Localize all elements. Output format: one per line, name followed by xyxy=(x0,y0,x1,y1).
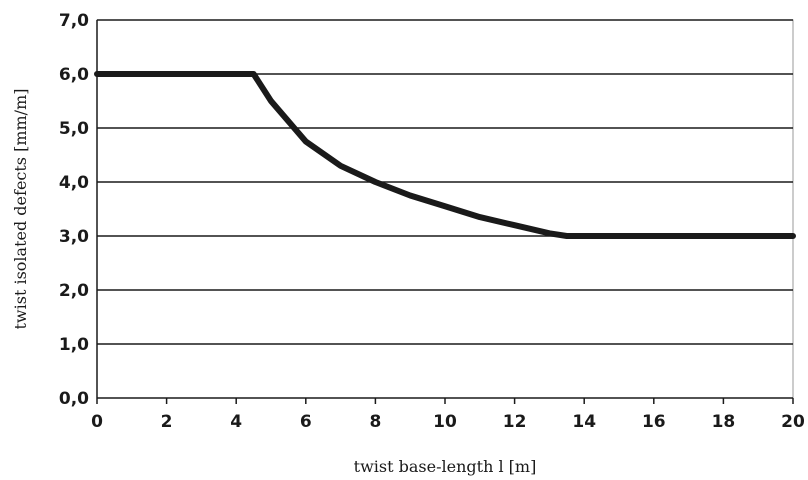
y-tick-label: 3,0 xyxy=(59,227,89,247)
y-tick-label: 6,0 xyxy=(59,65,89,85)
axes xyxy=(96,20,794,404)
y-tick-label: 0,0 xyxy=(59,389,89,409)
gridlines xyxy=(97,19,793,345)
y-tick-label: 5,0 xyxy=(59,119,89,139)
x-tick-labels: 0 2 4 6 8 10 12 14 16 18 20 xyxy=(91,412,805,432)
y-tick-label: 1,0 xyxy=(59,335,89,355)
y-tick-labels: 0,0 1,0 2,0 3,0 4,0 5,0 6,0 7,0 xyxy=(59,11,89,409)
y-tick-label: 4,0 xyxy=(59,173,89,193)
x-tick-label: 14 xyxy=(572,412,596,432)
x-tick-label: 2 xyxy=(161,412,173,432)
y-tick-label: 2,0 xyxy=(59,281,89,301)
y-tick-label: 7,0 xyxy=(59,11,89,31)
y-axis-title: twist isolated defects [mm/m] xyxy=(11,89,30,330)
x-tick-label: 4 xyxy=(230,412,242,432)
x-tick-label: 12 xyxy=(503,412,527,432)
x-tick-label: 10 xyxy=(433,412,457,432)
x-tick-label: 20 xyxy=(781,412,805,432)
series-line xyxy=(94,71,796,239)
series-group xyxy=(94,71,796,239)
x-tick-label: 0 xyxy=(91,412,103,432)
x-axis-title: twist base-length l [m] xyxy=(354,457,537,476)
x-tick-label: 8 xyxy=(369,412,381,432)
x-tick-label: 16 xyxy=(642,412,666,432)
x-tick-label: 18 xyxy=(712,412,736,432)
x-tick-label: 6 xyxy=(300,412,312,432)
